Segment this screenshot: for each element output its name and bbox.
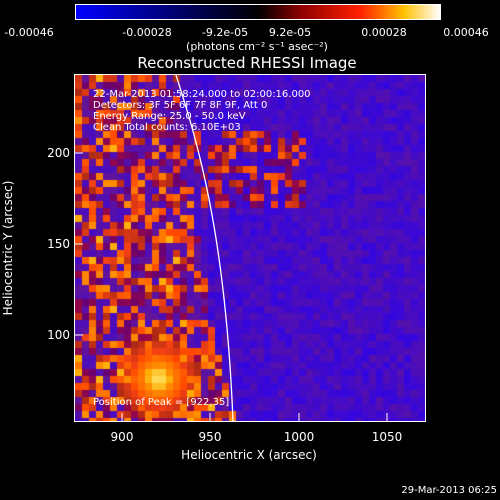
x-axis-title: Heliocentric X (arcsec) [181,448,317,462]
colorbar-tick-label: 9.2e-05 [268,26,312,39]
plot-title: Reconstructed RHESSI Image [137,54,357,72]
plot-timestamp: 29-Mar-2013 06:25 [401,485,497,496]
y-tick-label: 100 [47,328,70,342]
x-tick-label: 950 [198,430,222,444]
peak-position-label: Position of Peak = [922,35] [93,397,230,408]
y-tick-label: 150 [47,237,70,251]
annotation-energy-range: Energy Range: 25.0 - 50.0 keV [93,111,246,122]
colorbar-tick-label: 0.00028 [361,26,407,39]
x-tick-label: 1050 [371,430,403,444]
colorbar-tick-label: 0.00046 [443,26,489,39]
y-tick-label: 200 [47,146,70,160]
colorbar [75,4,441,20]
colorbar-units-label: (photons cm⁻² s⁻¹ asec⁻²) [186,40,328,53]
colorbar-tick-label: -0.00046 [4,26,54,39]
x-tick-label: 1000 [283,430,315,444]
annotation-detectors: Detectors: 3F 5F 6F 7F 8F 9F, Att 0 [93,100,268,111]
colorbar-tick-label: -0.00028 [122,26,172,39]
x-tick-label: 900 [110,430,134,444]
annotation-clean-counts: Clean Total counts: 6.10E+03 [93,122,241,133]
y-axis-title: Heliocentric Y (arcsec) [1,180,15,316]
limb-overlay [175,75,234,421]
image-plot-area [74,74,426,422]
annotation-time-range: 22-Mar-2013 01:58:24.000 to 02:00:16.000 [93,89,311,100]
colorbar-tick-label: -9.2e-05 [201,26,249,39]
reconstructed-image-heatmap [75,75,425,421]
solar-limb-line [175,75,234,421]
colorbar-gradient [76,5,440,19]
